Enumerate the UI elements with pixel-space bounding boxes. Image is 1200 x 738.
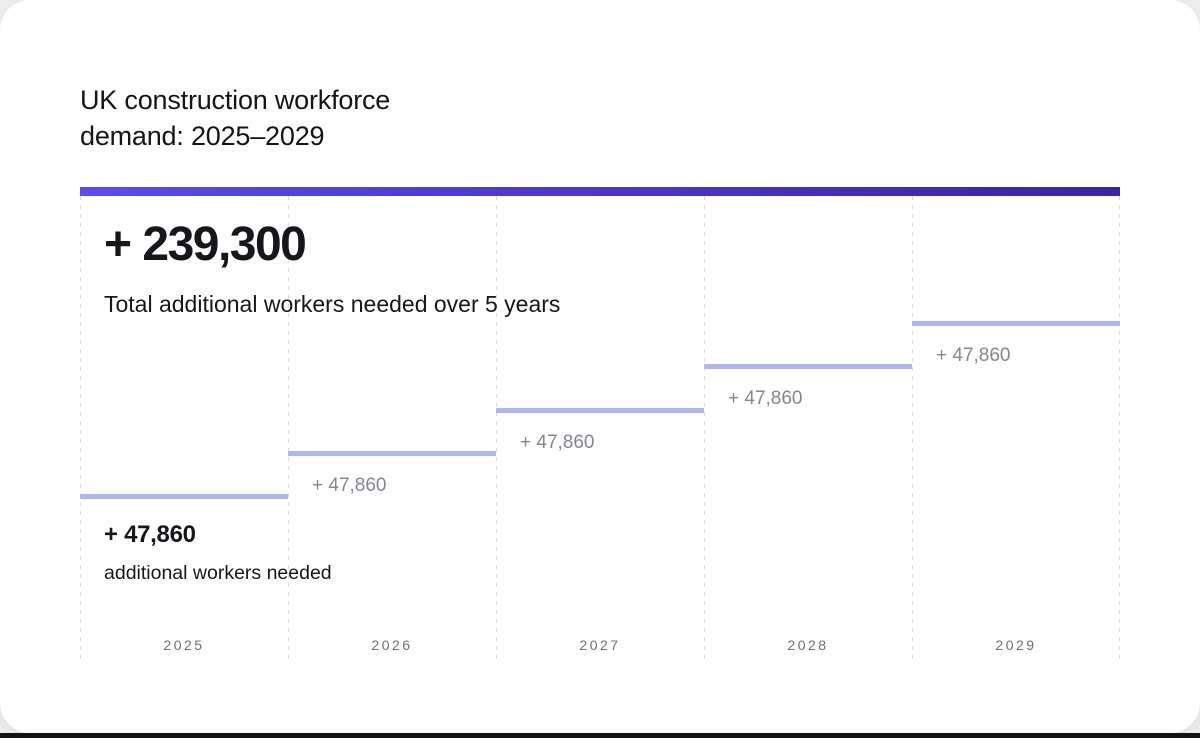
page-title-line2: demand: 2025–2029 [80, 121, 325, 151]
step-line-2027 [496, 408, 704, 413]
grid-dashed-line-2028-left [704, 196, 705, 660]
grid-dashed-line-2027-left [496, 196, 497, 660]
grid-dashed-line-2025-left [80, 196, 81, 660]
page-title: UK construction workforce demand: 2025–2… [80, 82, 390, 154]
grid-dashed-line-2026-left [288, 196, 289, 660]
accent-gradient-bar [80, 187, 1120, 196]
headline-total-caption: Total additional workers needed over 5 y… [104, 291, 561, 317]
increment-caption-2025: additional workers needed [104, 562, 332, 584]
axis-tick-2028: 2028 [787, 637, 829, 653]
increment-label-2025: + 47,860 [104, 521, 196, 548]
bottom-dark-strip [0, 733, 1200, 738]
page-title-line1: UK construction workforce [80, 85, 391, 115]
grid-dashed-line-right-edge [1119, 196, 1120, 660]
axis-tick-2029: 2029 [995, 637, 1037, 653]
increment-label-2029: + 47,860 [936, 345, 1011, 366]
grid-dashed-line-2029-left [912, 196, 913, 660]
step-chart: + 239,300 Total additional workers neede… [80, 187, 1120, 660]
step-line-2028 [704, 364, 912, 369]
increment-label-2026: + 47,860 [312, 475, 387, 496]
increment-label-2027: + 47,860 [520, 432, 595, 453]
step-line-2026 [288, 451, 496, 456]
headline-total-value: + 239,300 [104, 218, 307, 271]
increment-label-2028: + 47,860 [728, 388, 803, 409]
axis-tick-2026: 2026 [371, 637, 413, 653]
axis-tick-2027: 2027 [579, 637, 621, 653]
step-line-2025 [80, 494, 288, 499]
step-line-2029 [912, 321, 1120, 326]
axis-tick-2025: 2025 [163, 637, 205, 653]
